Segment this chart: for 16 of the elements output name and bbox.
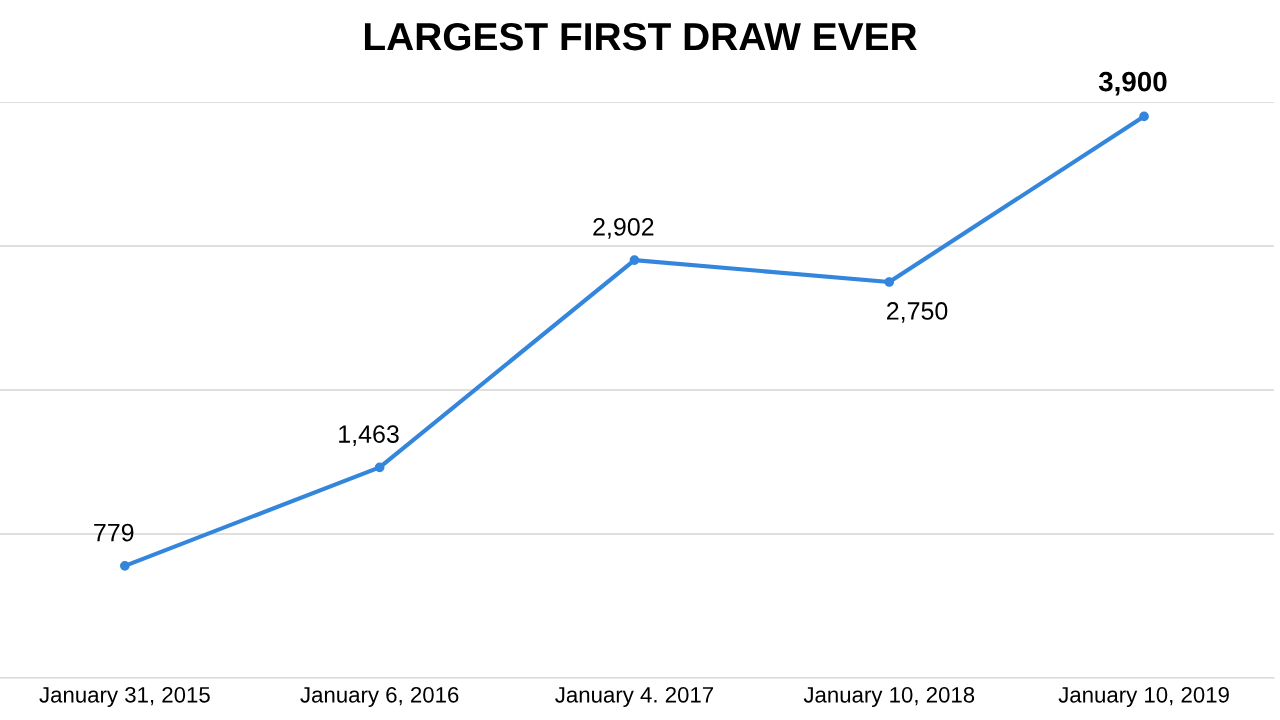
x-tick-label: January 6, 2016: [300, 686, 459, 708]
data-label: 3,900: [1098, 71, 1167, 96]
chart-title: LARGEST FIRST DRAW EVER: [364, 22, 917, 51]
point: [1139, 111, 1149, 122]
x-tick-label: January 31, 2015: [39, 686, 210, 708]
data-label: 2,902: [593, 218, 654, 239]
point: [629, 255, 640, 265]
data-label: 779: [94, 523, 134, 542]
data-label: 1,463: [339, 425, 399, 446]
point: [119, 560, 130, 571]
point: [884, 277, 895, 287]
point: [374, 462, 385, 473]
data-label: 2,750: [887, 302, 948, 323]
x-tick-label: January 10, 2018: [803, 686, 975, 708]
x-tick-label: January 4. 2017: [555, 686, 714, 708]
x-tick-label: January 10, 2019: [1058, 686, 1229, 708]
